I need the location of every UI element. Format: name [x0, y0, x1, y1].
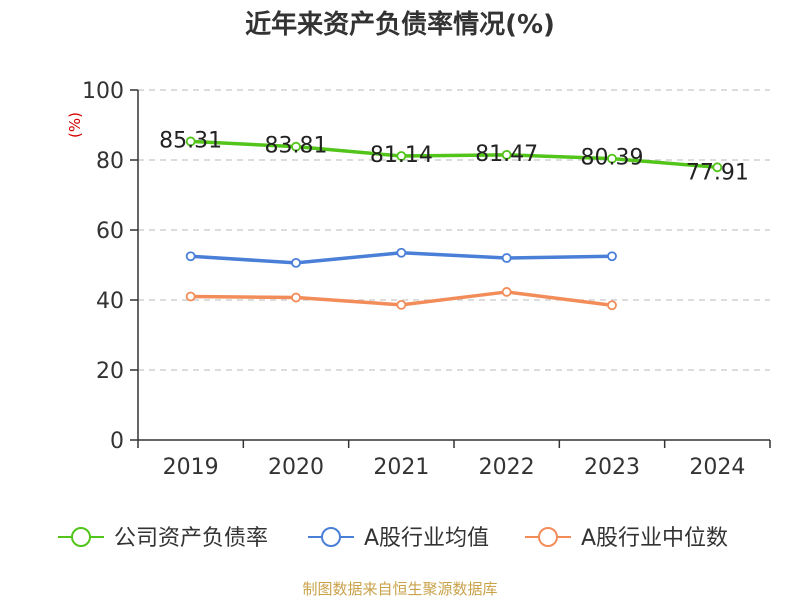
data-label: 83.81 — [265, 134, 328, 159]
legend-label: 公司资产负债率 — [114, 526, 268, 551]
legend: 公司资产负债率 A股行业均值 A股行业中位数 — [58, 526, 728, 551]
data-point — [185, 291, 196, 302]
data-point — [501, 287, 512, 297]
x-tick-label: 2022 — [479, 455, 535, 480]
data-point — [185, 136, 196, 147]
y-tick-label: 100 — [82, 79, 124, 104]
x-tick-label: 2024 — [689, 455, 745, 480]
y-tick-label: 20 — [96, 359, 124, 384]
data-point — [501, 253, 512, 263]
y-tick-label: 0 — [110, 429, 124, 454]
legend-marker — [71, 527, 91, 547]
y-tick-labels: 0 20 40 60 80 100 — [82, 79, 124, 454]
y-tick-label: 40 — [96, 289, 124, 314]
x-tick-labels: 2019 2020 2021 2022 2023 2024 — [163, 455, 746, 480]
data-point — [396, 247, 407, 258]
data-point — [607, 251, 617, 262]
data-point — [501, 149, 512, 160]
legend-marker — [321, 527, 341, 547]
series-line — [190, 139, 718, 170]
legend-item[interactable]: A股行业均值 — [308, 526, 489, 551]
data-source-note: 制图数据来自恒生聚源数据库 — [302, 580, 498, 598]
data-point — [607, 300, 617, 311]
y-axis-unit-label: (%) — [66, 112, 84, 138]
data-label: 81.14 — [370, 143, 433, 168]
legend-marker — [538, 527, 558, 547]
axes — [130, 89, 771, 448]
data-label: 81.47 — [475, 142, 538, 167]
x-tick-label: 2023 — [584, 455, 640, 480]
data-point — [712, 162, 723, 173]
data-point — [291, 141, 301, 152]
y-tick-label: 60 — [96, 219, 124, 244]
data-point — [185, 251, 196, 262]
x-tick-label: 2020 — [268, 455, 324, 480]
data-point — [396, 299, 407, 310]
legend-item[interactable]: A股行业中位数 — [525, 526, 728, 551]
chart-title: 近年来资产负债率情况(%) — [245, 10, 555, 40]
x-tick-label: 2019 — [163, 455, 219, 480]
data-label: 85.31 — [159, 128, 222, 153]
data-point — [396, 151, 407, 161]
grid-lines — [138, 89, 770, 371]
data-point — [607, 153, 617, 164]
data-label: 77.91 — [686, 160, 749, 185]
series-lines: 85.31 83.81 81.14 81.47 80.39 77.91 — [159, 128, 749, 311]
y-tick-label: 80 — [96, 149, 124, 174]
legend-item[interactable]: 公司资产负债率 — [58, 526, 268, 551]
legend-label: A股行业均值 — [364, 526, 489, 551]
legend-label: A股行业中位数 — [581, 526, 728, 551]
data-label: 80.39 — [581, 146, 644, 171]
data-point — [291, 257, 301, 268]
x-tick-label: 2021 — [373, 455, 429, 480]
data-point — [291, 292, 301, 303]
